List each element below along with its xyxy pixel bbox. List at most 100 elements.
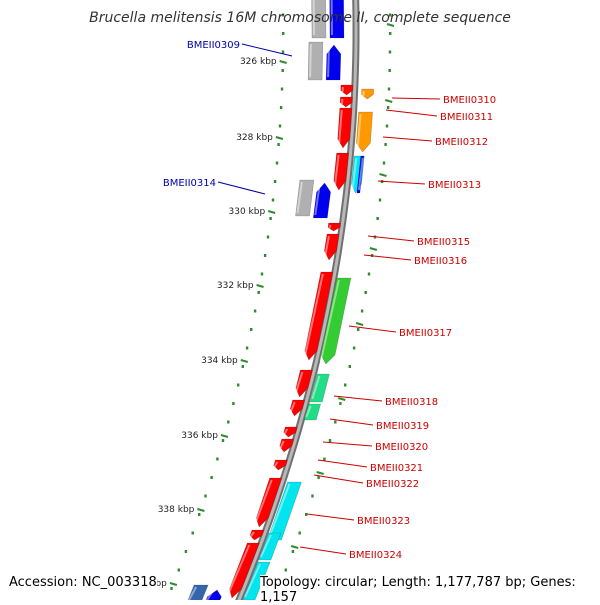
kbp-tick-left [280,61,287,63]
kbp-tick-left [221,435,228,437]
scale-dot-right [368,273,370,276]
kbp-tick-right [291,546,298,548]
gene-label-bmeii0321: BMEII0321 [370,463,423,474]
scale-dot-right [376,217,378,220]
features-group [186,0,374,600]
label-leader [314,475,363,483]
gene-label-bmeii0315: BMEII0315 [417,237,470,248]
label-leader [392,98,440,99]
scale-dot-right [349,365,351,368]
scale-dot-right [353,347,355,350]
kbp-tick-right [380,174,387,176]
scale-dot-left [277,143,279,146]
kbp-tick-right [370,248,377,250]
kbp-label: 330 kbp [229,207,266,217]
gene-label-bmeii0323: BMEII0323 [357,516,410,527]
gene-label-bmeii0322: BMEII0322 [366,479,419,490]
scale-dot-left [272,199,274,202]
scale-dot-left [282,69,284,72]
gene-reverse-blue-highlight [328,47,329,77]
gene-forward-red-highlight [330,225,331,228]
gene-label-bmeii0320: BMEII0320 [375,442,428,453]
scale-dot-left [216,458,218,461]
scale-dot-left [282,51,284,54]
gene-label-bmeii0318: BMEII0318 [385,397,438,408]
kbp-label: 326 kbp [240,57,277,67]
kbp-tick-left [197,509,204,511]
scale-dot-right [389,69,391,72]
scale-dot-left [185,550,187,553]
gene-label-bmeii0311: BMEII0311 [440,112,493,123]
scale-dot-left [222,439,224,442]
gene-label-bmeii0309: BMEII0309 [187,40,240,51]
label-leader [318,460,367,467]
scale-dot-left [250,328,252,331]
scale-dot-left [170,587,172,590]
scale-dot-right [365,291,367,294]
kbp-tick-right [338,398,345,400]
scale-dot-right [361,310,363,313]
scale-dot-left [258,291,260,294]
scale-dot-right [311,495,313,498]
scale-dot-right [383,162,385,165]
accession-text: Accession: NC_003318 [9,575,157,590]
kbp-tick-left [276,137,283,139]
kbp-label: 334 kbp [201,356,238,366]
scale-dot-left [264,254,266,257]
kbp-label: 332 kbp [217,281,254,291]
kbp-tick-left [268,211,275,213]
gene-forward-red-highlight [342,99,343,104]
scale-dot-left [210,476,212,479]
gene-label-bmeii0314: BMEII0314 [163,178,216,189]
label-leader [349,326,396,332]
label-leader [364,255,411,260]
gene-reverse-blue [204,590,221,600]
scale-dot-left [276,162,278,165]
label-leader [378,181,425,184]
label-leader [323,442,372,446]
kbp-tick-right [317,472,324,474]
scale-dot-left [237,384,239,387]
gene-label-bmeii0310: BMEII0310 [443,95,496,106]
gene-reverse-gray-highlight [310,44,311,77]
scale-dot-right [389,51,391,54]
label-leader [218,182,265,194]
scale-dot-right [387,106,389,109]
scale-dot-right [384,143,386,146]
scale-dot-right [357,328,359,331]
gene-label-bmeii0312: BMEII0312 [435,137,488,148]
scale-dot-left [274,180,276,183]
scale-dot-right [379,199,381,202]
scale-dot-left [232,402,234,405]
scale-dot-right [292,550,294,553]
kbp-label: 328 kbp [236,133,273,143]
kbp-tick-left [170,583,177,585]
kbp-label: 338 kbp [158,505,195,515]
gene-label-bmeii0313: BMEII0313 [428,180,481,191]
label-leader [242,44,292,56]
scale-dot-left [279,125,281,128]
scale-dot-left [269,217,271,220]
label-leader [383,137,432,141]
scale-dot-right [339,402,341,405]
gene-label-bmeii0319: BMEII0319 [376,421,429,432]
kbp-label: 336 kbp [181,431,218,441]
scale-dot-left [280,106,282,109]
scale-dot-right [299,532,301,535]
scale-dot-right [389,32,391,35]
scale-dot-left [178,569,180,572]
kbp-tick-left [257,285,264,287]
kbp-tick-right [385,100,392,102]
map-title: Brucella melitensis 16M chromosome II, c… [0,10,600,26]
scale-dot-right [344,384,346,387]
scale-dot-right [317,476,319,479]
label-leader [386,110,437,116]
scale-dot-left [267,236,269,239]
scale-dot-left [192,532,194,535]
scale-dot-left [198,513,200,516]
label-leader [300,547,346,554]
scale-dot-left [246,347,248,350]
scale-dot-left [227,421,229,424]
